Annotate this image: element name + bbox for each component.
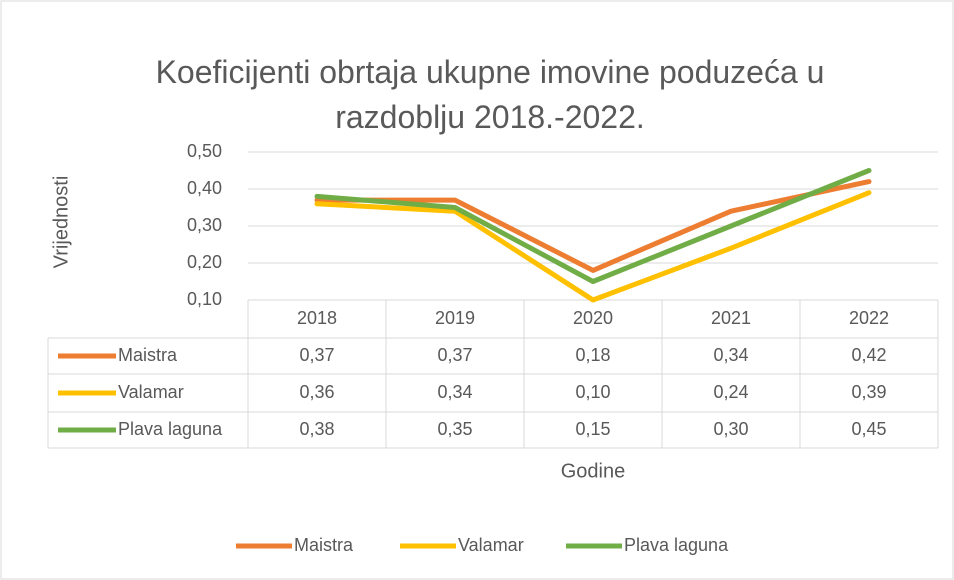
- y-tick-label: 0,50: [187, 141, 222, 161]
- table-cell: 0,30: [713, 419, 748, 439]
- table-row-label: Maistra: [118, 345, 178, 365]
- series-line: [314, 179, 872, 273]
- legend-label: Maistra: [294, 535, 354, 555]
- y-tick-label: 0,30: [187, 215, 222, 235]
- y-tick-label: 0,40: [187, 178, 222, 198]
- table-cell: 0,18: [575, 345, 610, 365]
- series-line: [314, 190, 872, 303]
- table-cell: 0,37: [299, 345, 334, 365]
- table-cell: 0,39: [851, 382, 886, 402]
- table-row-label: Valamar: [118, 382, 184, 402]
- series-line: [314, 168, 872, 284]
- x-tick-label: 2020: [573, 308, 613, 328]
- x-tick-label: 2021: [711, 308, 751, 328]
- legend-label: Plava laguna: [624, 535, 729, 555]
- x-tick-label: 2019: [435, 308, 475, 328]
- y-tick-label: 0,10: [187, 289, 222, 309]
- table-cell: 0,34: [437, 382, 472, 402]
- table-cell: 0,42: [851, 345, 886, 365]
- chart-title: Koeficijenti obrtaja ukupne imovine podu…: [155, 54, 825, 135]
- table-row-label: Plava laguna: [118, 419, 223, 439]
- legend-label: Valamar: [458, 535, 524, 555]
- x-tick-label: 2018: [297, 308, 337, 328]
- table-cell: 0,24: [713, 382, 748, 402]
- y-tick-label: 0,20: [187, 252, 222, 272]
- y-axis-label: Vrijednosti: [50, 176, 72, 269]
- table-cell: 0,37: [437, 345, 472, 365]
- x-tick-label: 2022: [849, 308, 889, 328]
- table-cell: 0,10: [575, 382, 610, 402]
- x-axis-label: Godine: [561, 460, 626, 482]
- table-cell: 0,35: [437, 419, 472, 439]
- table-cell: 0,45: [851, 419, 886, 439]
- table-cell: 0,36: [299, 382, 334, 402]
- table-cell: 0,15: [575, 419, 610, 439]
- table-cell: 0,34: [713, 345, 748, 365]
- table-cell: 0,38: [299, 419, 334, 439]
